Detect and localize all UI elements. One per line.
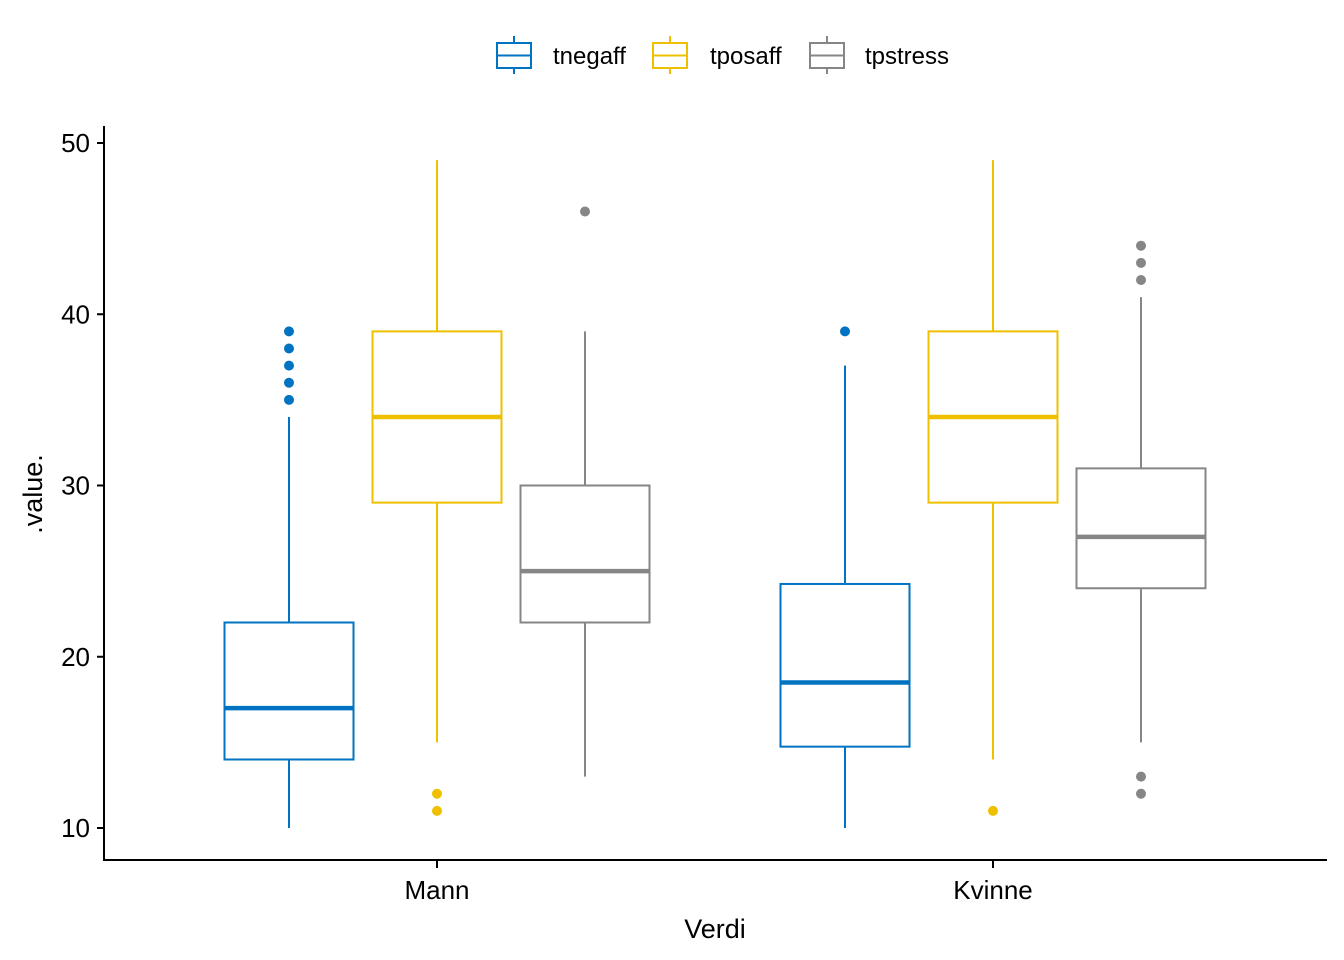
legend-label: tposaff xyxy=(710,43,782,70)
outlier-point xyxy=(1136,275,1146,285)
box-iqr xyxy=(223,621,355,761)
legend-label: tnegaff xyxy=(553,43,626,70)
x-tick-label: Mann xyxy=(404,875,469,905)
y-tick-label: 40 xyxy=(61,299,90,329)
outlier-point xyxy=(840,326,850,337)
outlier-point xyxy=(988,805,998,816)
outlier-point xyxy=(432,788,442,799)
legend-item-tposaff: tposaff xyxy=(652,36,782,74)
box-tnegaff-mann xyxy=(223,326,355,828)
outlier-point xyxy=(1136,240,1146,251)
box-tnegaff-kvinne xyxy=(779,326,911,828)
box-iqr xyxy=(1075,467,1207,590)
legend-item-tnegaff: tnegaff xyxy=(496,36,626,74)
outlier-point xyxy=(1136,788,1146,799)
box-tpstress-kvinne xyxy=(1075,240,1207,799)
x-tick-label: Kvinne xyxy=(953,875,1033,905)
box-tpstress-mann xyxy=(519,206,651,777)
legend: tnegaff tposaff tpstress xyxy=(496,36,949,74)
outlier-point xyxy=(284,343,294,354)
outlier-point xyxy=(1136,771,1146,782)
box-iqr xyxy=(519,484,651,624)
y-tick-label: 30 xyxy=(61,471,90,501)
outlier-point xyxy=(1136,257,1146,268)
box-tposaff-kvinne xyxy=(927,160,1059,816)
legend-label: tpstress xyxy=(865,43,949,70)
box-iqr xyxy=(779,582,911,748)
y-tick-label: 10 xyxy=(61,813,90,843)
outlier-point xyxy=(284,394,294,405)
outlier-point xyxy=(432,805,442,816)
outlier-point xyxy=(284,326,294,337)
y-tick-label: 20 xyxy=(61,642,90,672)
legend-item-tpstress: tpstress xyxy=(809,36,949,74)
y-axis-title: .value. xyxy=(18,454,48,534)
x-axis-ticks: Mann Kvinne xyxy=(404,860,1033,905)
x-axis-title: Verdi xyxy=(684,914,746,944)
outlier-point xyxy=(580,206,590,217)
y-axis-ticks: 10 20 30 40 50 xyxy=(61,128,104,843)
plot-area xyxy=(223,160,1207,828)
outlier-point xyxy=(284,360,294,371)
outlier-point xyxy=(284,377,294,388)
axes xyxy=(103,126,1327,861)
y-tick-label: 50 xyxy=(61,128,90,158)
box-tposaff-mann xyxy=(371,160,503,816)
